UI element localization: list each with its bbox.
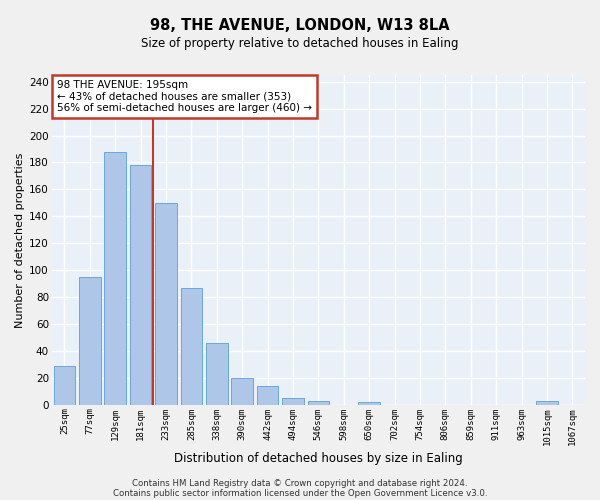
Bar (232, 378, 253, 404)
Bar (257, 386, 278, 404)
Text: 98, THE AVENUE, LONDON, W13 8LA: 98, THE AVENUE, LONDON, W13 8LA (150, 18, 450, 32)
Text: Contains public sector information licensed under the Open Government Licence v3: Contains public sector information licen… (113, 488, 487, 498)
Bar (536, 400, 557, 404)
Bar (181, 288, 202, 405)
Bar (358, 402, 380, 404)
Text: Size of property relative to detached houses in Ealing: Size of property relative to detached ho… (141, 38, 459, 51)
Text: Contains HM Land Registry data © Crown copyright and database right 2024.: Contains HM Land Registry data © Crown c… (132, 478, 468, 488)
X-axis label: Distribution of detached houses by size in Ealing: Distribution of detached houses by size … (174, 452, 463, 465)
Y-axis label: Number of detached properties: Number of detached properties (15, 152, 25, 328)
Bar (282, 398, 304, 404)
Bar (104, 152, 126, 404)
Bar (155, 203, 177, 404)
Bar (206, 343, 227, 404)
Bar (53, 366, 75, 405)
Text: 98 THE AVENUE: 195sqm
← 43% of detached houses are smaller (353)
56% of semi-det: 98 THE AVENUE: 195sqm ← 43% of detached … (57, 80, 312, 113)
Bar (79, 277, 101, 404)
Bar (308, 400, 329, 404)
Bar (130, 165, 151, 404)
